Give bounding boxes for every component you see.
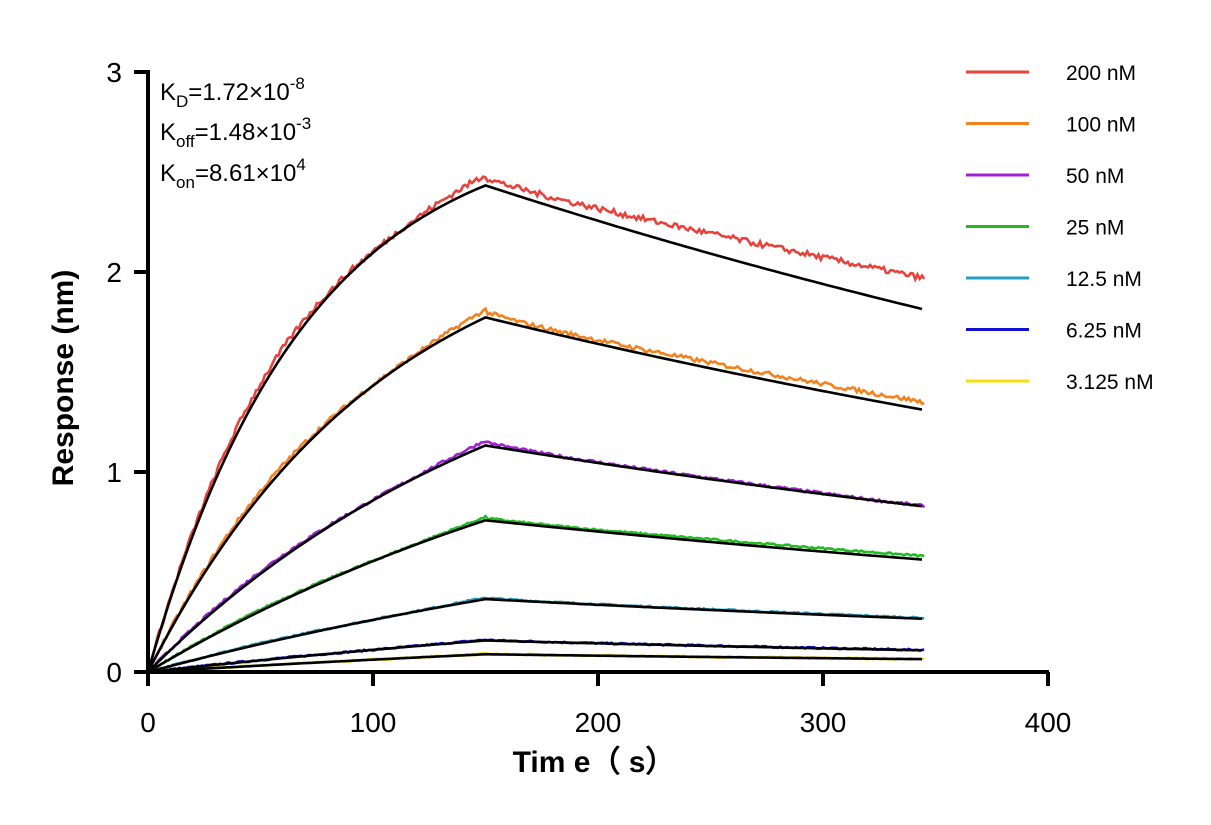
kd-annotation: KD=1.72×10-8 (160, 74, 305, 111)
x-tick-label: 300 (800, 707, 847, 738)
series-fit-50-nM (147, 444, 923, 673)
legend-label: 25 nM (1066, 217, 1124, 240)
y-tick-label: 3 (106, 57, 122, 88)
series-measured-50-nM (147, 440, 926, 673)
y-tick-label: 1 (106, 457, 122, 488)
legend-label: 6.25 nM (1066, 320, 1142, 343)
kinetics-annotation: KD=1.72×10-8 Koff=1.48×10-3 Kon=8.61×104 (160, 74, 311, 192)
plot-area (146, 175, 926, 674)
y-axis-title: Response (nm) (47, 270, 80, 487)
series-fit-200-nM (146, 184, 923, 673)
series-fit-25-nM (147, 518, 923, 674)
series-fit-12-5-nM (147, 597, 923, 674)
legend: 200 nM 100 nM 50 nM 25 nM 12.5 nM 6.25 nM 3.12… (966, 62, 1154, 394)
kon-annotation: Kon=8.61×104 (160, 155, 306, 192)
series-measured-100-nM (146, 306, 925, 673)
series-measured-25-nM (147, 514, 925, 674)
legend-label: 200 nM (1066, 62, 1136, 85)
series-fit-3-125-nM (147, 652, 923, 674)
series-measured-200-nM (146, 175, 926, 673)
legend-label: 50 nM (1066, 165, 1124, 188)
x-tick-label: 0 (140, 707, 156, 738)
y-tick-label: 2 (106, 257, 122, 288)
koff-annotation: Koff=1.48×10-3 (160, 114, 311, 151)
y-tick-label: 0 (106, 657, 122, 688)
x-tick-label: 400 (1025, 707, 1072, 738)
series-fit-6-25-nM (147, 639, 923, 674)
x-tick-label: 200 (575, 707, 622, 738)
legend-label: 12.5 nM (1066, 268, 1142, 291)
x-tick-label: 100 (350, 707, 397, 738)
axis-ticks: 0 100 200 300 400 0 1 2 3 (106, 57, 1071, 738)
x-axis-title: Tim e（ s） (513, 745, 676, 779)
legend-label: 100 nM (1066, 114, 1136, 137)
legend-label: 3.125 nM (1066, 371, 1154, 394)
series-fit-100-nM (146, 316, 923, 673)
